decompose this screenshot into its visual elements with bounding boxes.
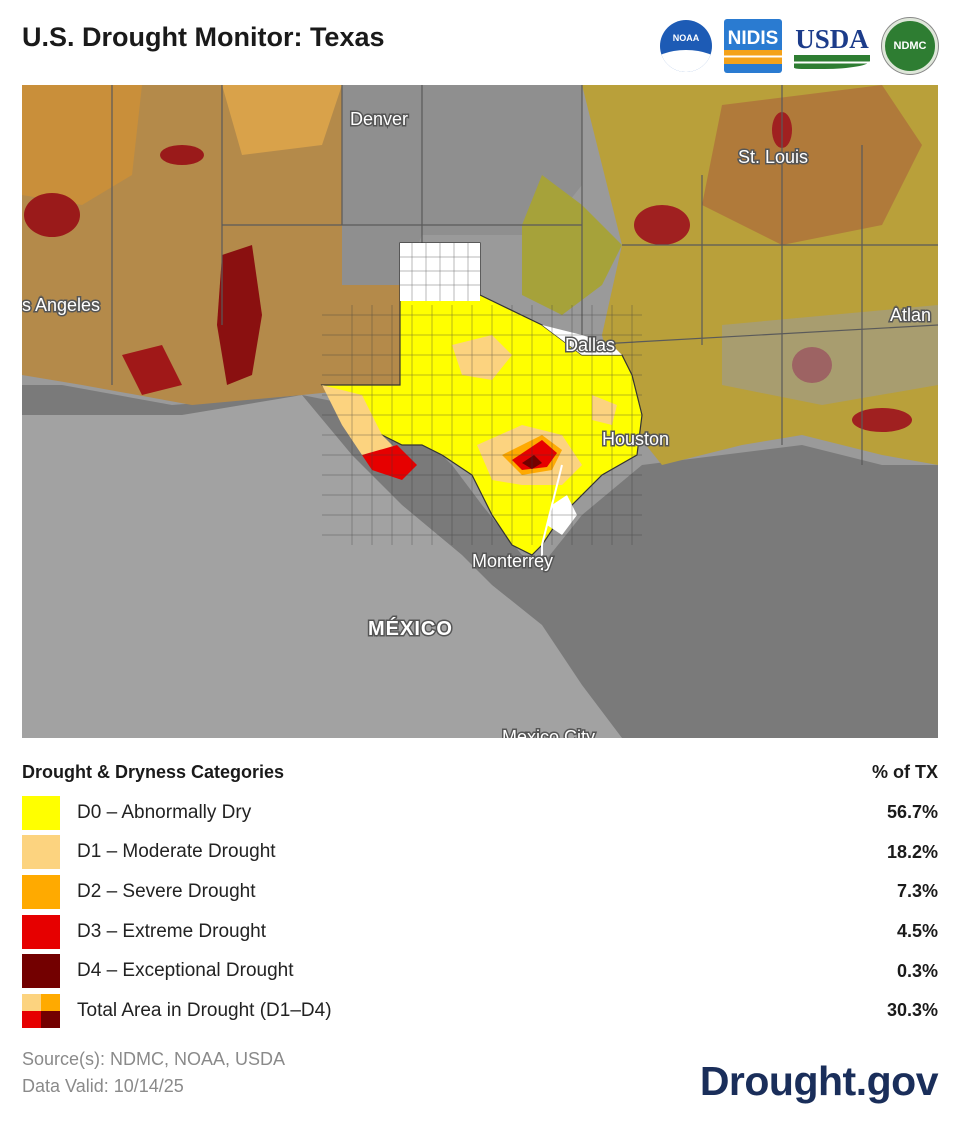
- swatch-d3: [22, 914, 60, 949]
- legend-row-d4: D4 – Exceptional Drought 0.3%: [22, 951, 938, 991]
- east-d3-patch-a: [634, 205, 690, 245]
- north-texas-no-drought: [542, 325, 622, 355]
- label-dallas: Dallas: [565, 335, 615, 355]
- central-d1: [452, 335, 512, 380]
- drought-legend: D0 – Abnormally Dry 56.7% D1 – Moderate …: [22, 793, 938, 1031]
- legend-label: D3 – Extreme Drought: [77, 920, 267, 942]
- ndmc-logo[interactable]: NDMC: [882, 18, 938, 74]
- plains-d0-band: [522, 175, 622, 315]
- coastline: [541, 464, 563, 570]
- legend-pct-header: % of TX: [872, 762, 938, 782]
- swatch-total-d4: [41, 1010, 60, 1028]
- legend-row-d0: D0 – Abnormally Dry 56.7%: [22, 793, 938, 833]
- noaa-logo[interactable]: NOAA: [660, 20, 712, 72]
- east-d1-patch: [702, 85, 922, 245]
- legend-pct: 4.5%: [896, 921, 938, 942]
- west-d3-patch-a: [24, 193, 80, 237]
- west-d2-patch: [222, 85, 342, 155]
- legend-pct: 18.2%: [886, 841, 938, 862]
- label-mexico: MÉXICO: [368, 617, 453, 640]
- mexico-land: [22, 395, 622, 738]
- legend-row-d2: D2 – Severe Drought 7.3%: [22, 872, 938, 912]
- partner-logos: NOAA NIDIS USDA NDMC: [660, 18, 938, 74]
- west-d3-patch-c: [122, 345, 182, 395]
- legend-row-total: Total Area in Drought (D1–D4) 30.3%: [22, 991, 938, 1031]
- page-title: U.S. Drought Monitor: Texas: [22, 22, 385, 52]
- legend-label: D0 – Abnormally Dry: [77, 801, 252, 823]
- west-d4-patch: [217, 245, 262, 385]
- state-borders: [111, 85, 938, 465]
- swatch-total-d3: [22, 1010, 41, 1028]
- legend-header: Drought & Dryness Categories % of TX: [22, 762, 938, 783]
- data-valid-line: Data Valid: 10/14/25: [22, 1076, 184, 1096]
- drought-map-svg: Denver St. Louis s Angeles Atlan Dallas …: [22, 85, 938, 738]
- swatch-d1: [22, 835, 60, 870]
- label-los-angeles: s Angeles: [22, 295, 100, 315]
- county-grid: [322, 243, 642, 545]
- swatch-d4: [22, 954, 60, 989]
- label-atlanta: Atlan: [890, 305, 931, 325]
- label-mexico-city: Mexico City: [502, 727, 595, 738]
- east-d3-patch-d: [852, 408, 912, 432]
- legend-row-d1: D1 – Moderate Drought 18.2%: [22, 833, 938, 873]
- swatch-total: [22, 993, 60, 1028]
- label-monterrey: Monterrey: [472, 551, 553, 571]
- drought-map[interactable]: Denver St. Louis s Angeles Atlan Dallas …: [22, 85, 938, 738]
- source-line: Source(s): NDMC, NOAA, USDA: [22, 1049, 286, 1069]
- legend-label: D2 – Severe Drought: [77, 880, 256, 902]
- legend-label: D4 – Exceptional Drought: [77, 960, 294, 982]
- source-info: Source(s): NDMC, NOAA, USDA Data Valid: …: [22, 1046, 285, 1100]
- east-central-d1: [592, 395, 617, 425]
- label-st-louis: St. Louis: [738, 147, 808, 167]
- nidis-logo[interactable]: NIDIS: [724, 19, 782, 73]
- swatch-total-d1: [22, 993, 41, 1011]
- big-bend-d3: [362, 445, 417, 480]
- usda-logo[interactable]: USDA: [794, 19, 870, 73]
- legend-row-d3: D3 – Extreme Drought 4.5%: [22, 912, 938, 952]
- swatch-d0: [22, 795, 60, 830]
- legend-title: Drought & Dryness Categories: [22, 762, 285, 782]
- swatch-total-d2: [41, 993, 60, 1011]
- label-denver: Denver: [350, 109, 408, 129]
- legend-pct: 30.3%: [886, 1000, 938, 1021]
- east-gray-band: [722, 305, 938, 405]
- legend-pct: 56.7%: [886, 802, 938, 823]
- legend-label: Total Area in Drought (D1–D4): [77, 999, 332, 1021]
- legend-pct: 7.3%: [896, 881, 938, 902]
- texas-state[interactable]: [320, 242, 643, 556]
- west-d3-patch-b: [160, 145, 204, 165]
- label-houston: Houston: [602, 429, 669, 449]
- swatch-d2: [22, 874, 60, 909]
- legend-pct: 0.3%: [896, 960, 938, 981]
- legend-label: D1 – Moderate Drought: [77, 841, 276, 863]
- drought-gov-brand[interactable]: Drought.gov: [699, 1058, 939, 1104]
